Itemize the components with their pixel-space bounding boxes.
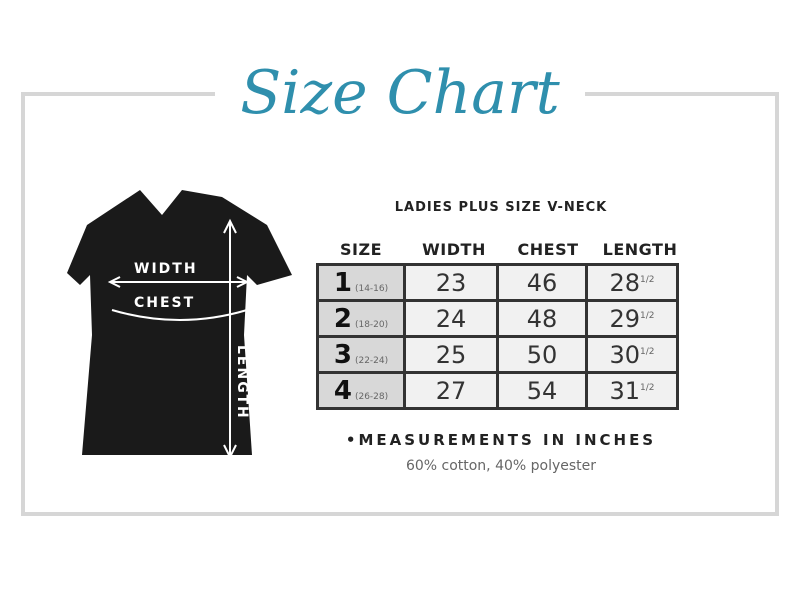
size-cell: 2 (18-20): [316, 299, 406, 338]
length-label: LENGTH: [234, 345, 250, 420]
width-cell: 27: [403, 371, 499, 410]
table-row: 2 (18-20) 24 48 291/2: [316, 299, 679, 338]
size-table: 1 (14-16) 23 46 281/2 2 (18-20) 24 48 291/2…: [316, 263, 679, 410]
header-size: SIZE: [339, 240, 382, 259]
chest-cell: 50: [496, 335, 588, 374]
column-headers: SIZE WIDTH CHEST LENGTH: [316, 240, 686, 259]
width-cell: 24: [403, 299, 499, 338]
fabric-info: 60% cotton, 40% polyester: [405, 458, 597, 474]
length-cell: 301/2: [585, 335, 679, 374]
measurement-note: •MEASUREMENTS IN INCHES: [345, 431, 657, 449]
product-subtitle: LADIES PLUS SIZE V-NECK: [394, 200, 608, 215]
length-cell: 291/2: [585, 299, 679, 338]
shirt-diagram: WIDTH CHEST LENGTH: [67, 190, 292, 460]
chest-cell: 54: [496, 371, 588, 410]
chest-cell: 46: [496, 263, 588, 302]
table-row: 1 (14-16) 23 46 281/2: [316, 263, 679, 302]
header-length: LENGTH: [602, 240, 678, 259]
chest-cell: 48: [496, 299, 588, 338]
size-cell: 3 (22-24): [316, 335, 406, 374]
page-title: Size Chart: [215, 38, 585, 148]
shirt-silhouette: [67, 190, 292, 455]
width-cell: 23: [403, 263, 499, 302]
length-cell: 311/2: [585, 371, 679, 410]
width-cell: 25: [403, 335, 499, 374]
width-label: WIDTH: [134, 261, 198, 277]
header-chest: CHEST: [517, 240, 579, 259]
chest-label: CHEST: [134, 295, 195, 311]
header-width: WIDTH: [422, 240, 486, 259]
size-cell: 4 (26-28): [316, 371, 406, 410]
table-row: 4 (26-28) 27 54 311/2: [316, 371, 679, 410]
chest-arrow: [111, 309, 248, 321]
table-row: 3 (22-24) 25 50 301/2: [316, 335, 679, 374]
length-cell: 281/2: [585, 263, 679, 302]
size-cell: 1 (14-16): [316, 263, 406, 302]
